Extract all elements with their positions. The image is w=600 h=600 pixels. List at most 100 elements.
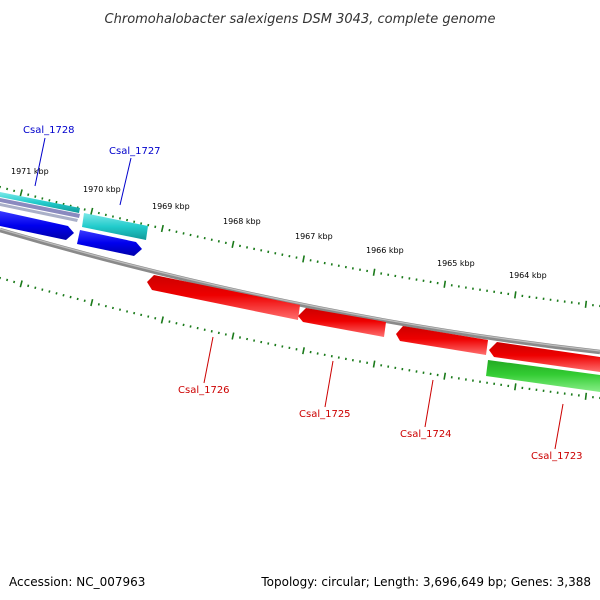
tick-label-1971: 1971 kbp xyxy=(11,167,49,176)
gene-arrow-blue-2[interactable] xyxy=(77,230,142,256)
outer-major-tick xyxy=(160,224,164,233)
outer-minor-tick xyxy=(217,240,220,243)
outer-minor-tick xyxy=(13,189,16,193)
inner-minor-tick xyxy=(34,286,37,290)
outer-minor-tick xyxy=(281,253,284,256)
inner-major-tick xyxy=(90,299,94,307)
gene-arrow-red-1724[interactable] xyxy=(396,326,488,355)
inner-minor-tick xyxy=(224,333,227,336)
gene-arrow-blue-1[interactable] xyxy=(0,211,74,240)
outer-minor-tick xyxy=(175,230,178,233)
gene-label-csal-1726[interactable]: Csal_1726 xyxy=(178,385,230,396)
leader-lines xyxy=(34,137,564,450)
outer-major-tick xyxy=(372,268,376,276)
inner-minor-tick xyxy=(281,345,284,348)
tick-label-1968: 1968 kbp xyxy=(223,217,261,226)
inner-minor-tick xyxy=(6,278,9,282)
outer-minor-tick xyxy=(316,260,319,263)
gene-stripe-cyan-left[interactable] xyxy=(0,192,80,213)
gene-label-csal-1723[interactable]: Csal_1723 xyxy=(531,451,583,462)
inner-minor-tick xyxy=(175,322,178,325)
tick-label-1970: 1970 kbp xyxy=(83,185,121,194)
outer-major-tick xyxy=(19,189,23,197)
leader-line-1727 xyxy=(119,157,132,206)
inner-major-tick xyxy=(372,360,376,368)
inner-minor-tick xyxy=(196,326,199,330)
inner-minor-tick xyxy=(147,315,150,318)
outer-minor-tick xyxy=(118,217,122,220)
tick-label-1969: 1969 kbp xyxy=(152,202,190,211)
outer-major-tick xyxy=(514,291,517,299)
outer-tick-ring xyxy=(0,185,600,308)
inner-major-tick xyxy=(160,316,164,324)
inner-tick-ring xyxy=(0,276,600,400)
gene-arrow-red-1725[interactable] xyxy=(298,308,386,337)
inner-major-tick xyxy=(584,392,588,400)
inner-minor-tick xyxy=(62,293,65,297)
inner-minor-tick xyxy=(111,306,114,310)
genome-backbone xyxy=(0,227,600,355)
inner-major-tick xyxy=(231,332,235,340)
inner-minor-tick xyxy=(217,331,220,335)
inner-minor-tick xyxy=(182,323,185,327)
tick-label-1964: 1964 kbp xyxy=(509,271,547,280)
outer-minor-tick xyxy=(189,233,192,237)
outer-minor-tick xyxy=(182,232,185,235)
inner-major-tick xyxy=(443,372,447,380)
outer-minor-tick xyxy=(6,187,9,191)
inner-minor-tick xyxy=(76,297,79,301)
inner-minor-tick xyxy=(27,284,30,288)
outer-minor-tick xyxy=(34,195,37,198)
outer-minor-tick xyxy=(83,208,86,211)
tick-labels: 1971 kbp 1970 kbp 1969 kbp 1968 kbp 1967… xyxy=(11,167,547,280)
inner-minor-tick xyxy=(104,304,107,308)
reverse-genes xyxy=(147,275,600,392)
outer-minor-tick xyxy=(97,211,100,215)
gene-label-csal-1724[interactable]: Csal_1724 xyxy=(400,429,452,440)
gene-arrow-green[interactable] xyxy=(486,360,600,392)
map-title: Chromohalobacter salexigens DSM 3043, co… xyxy=(105,12,496,27)
gene-arrow-red-1726[interactable] xyxy=(147,275,300,320)
leader-line-1728 xyxy=(34,137,46,187)
tick-label-1966: 1966 kbp xyxy=(366,246,404,255)
inner-minor-tick xyxy=(126,310,129,313)
outer-major-tick xyxy=(90,207,94,215)
gene-arrow-red-1723[interactable] xyxy=(489,342,600,372)
inner-minor-tick xyxy=(48,290,51,293)
inner-minor-tick xyxy=(69,295,72,299)
outer-major-tick xyxy=(302,255,305,263)
inner-minor-tick xyxy=(13,280,16,284)
inner-minor-tick xyxy=(97,303,100,306)
gene-stripe-grey[interactable] xyxy=(0,203,78,222)
inner-minor-tick xyxy=(267,342,270,345)
outer-minor-tick xyxy=(154,225,157,229)
inner-minor-tick xyxy=(316,352,319,355)
inner-minor-tick xyxy=(168,320,171,323)
inner-major-tick xyxy=(514,383,517,391)
outer-minor-tick xyxy=(246,246,249,249)
outer-minor-tick xyxy=(210,238,213,241)
inner-minor-tick xyxy=(189,325,192,328)
forward-genes xyxy=(0,192,148,256)
leader-line-1723 xyxy=(554,403,564,450)
gene-label-csal-1725[interactable]: Csal_1725 xyxy=(299,409,351,420)
inner-minor-tick xyxy=(246,337,249,341)
outer-minor-tick xyxy=(126,218,129,222)
outer-minor-tick xyxy=(104,213,107,217)
gene-label-csal-1728[interactable]: Csal_1728 xyxy=(23,125,75,136)
gene-arrow-cyan[interactable] xyxy=(82,213,148,240)
gene-label-csal-1727[interactable]: Csal_1727 xyxy=(109,146,161,157)
outer-minor-tick xyxy=(27,193,30,197)
inner-minor-tick xyxy=(154,317,157,320)
inner-minor-tick xyxy=(55,292,58,295)
gene-stripe-purple[interactable] xyxy=(0,198,80,218)
outer-minor-tick xyxy=(111,215,114,218)
accession-text: Accession: NC_007963 xyxy=(9,575,145,589)
inner-minor-tick xyxy=(41,288,44,291)
genome-summary-text: Topology: circular; Length: 3,696,649 bp… xyxy=(260,575,591,589)
genome-backbone-highlight xyxy=(0,228,600,352)
inner-minor-tick xyxy=(118,308,122,311)
outer-minor-tick xyxy=(267,250,270,254)
gene-labels: Csal_1728 Csal_1727 Csal_1726 Csal_1725 … xyxy=(23,125,583,462)
